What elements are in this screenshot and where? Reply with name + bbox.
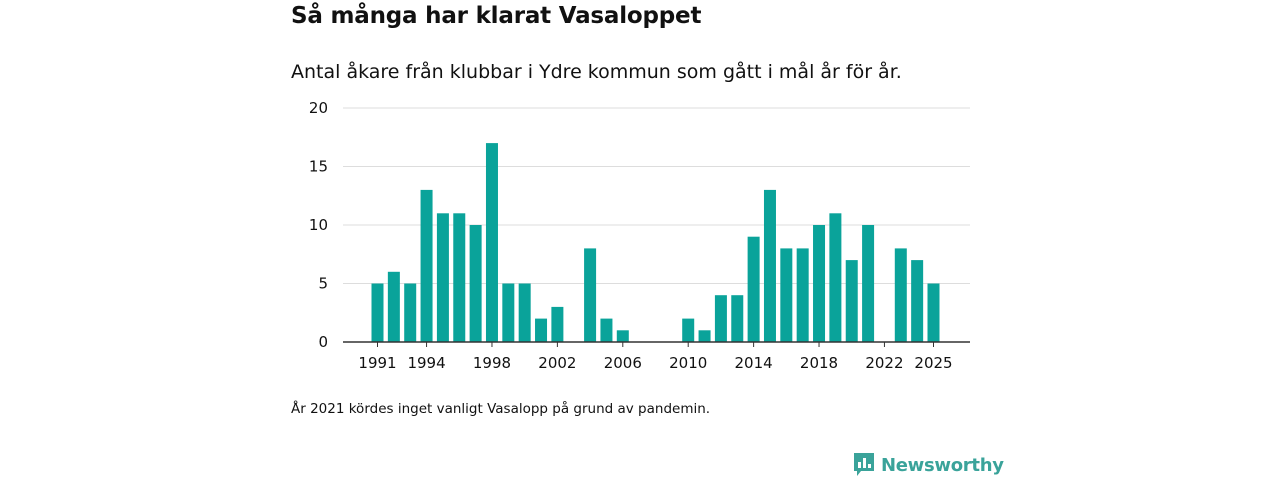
bar-2016 bbox=[780, 248, 793, 342]
x-tick-label-2006: 2006 bbox=[604, 354, 642, 372]
bar-1996 bbox=[453, 213, 466, 342]
bar-1995 bbox=[436, 213, 449, 342]
bar-2001 bbox=[535, 318, 548, 342]
bar-1994 bbox=[420, 189, 433, 342]
bar-2015 bbox=[763, 189, 776, 342]
bar-1997 bbox=[469, 225, 482, 342]
bar-2018 bbox=[813, 225, 826, 342]
brand-logo[interactable]: Newsworthy bbox=[852, 452, 1004, 478]
bar-2000 bbox=[518, 283, 531, 342]
x-tick-label-2025: 2025 bbox=[914, 354, 952, 372]
x-tick-label-2022: 2022 bbox=[865, 354, 903, 372]
x-tick-label-1998: 1998 bbox=[473, 354, 511, 372]
bar-2012 bbox=[714, 295, 727, 342]
bar-1991 bbox=[371, 283, 384, 342]
newsworthy-logo-icon bbox=[854, 453, 874, 476]
x-tick-label-2010: 2010 bbox=[669, 354, 707, 372]
bar-2014 bbox=[747, 236, 760, 342]
bar-2010 bbox=[682, 318, 695, 342]
bar-chart: 0 5 10 15 20 1991 1994 1998 2002 2006 2010 2014 2018… bbox=[309, 99, 970, 372]
y-tick-label-0: 0 bbox=[318, 333, 328, 351]
bar-2021 bbox=[862, 225, 875, 342]
bar-1999 bbox=[502, 283, 515, 342]
bar-2011 bbox=[698, 330, 711, 342]
bar-2024 bbox=[911, 260, 924, 342]
x-tick-label-2014: 2014 bbox=[735, 354, 773, 372]
x-tick-label-2002: 2002 bbox=[538, 354, 576, 372]
y-tick-label-20: 20 bbox=[309, 99, 328, 117]
x-tick-label-2018: 2018 bbox=[800, 354, 838, 372]
bar-1992 bbox=[387, 271, 400, 342]
chart-title: Så många har klarat Vasaloppet bbox=[291, 3, 702, 29]
bar-1993 bbox=[404, 283, 417, 342]
bar-2013 bbox=[731, 295, 744, 342]
bar-2025 bbox=[927, 283, 940, 342]
bar-2004 bbox=[584, 248, 597, 342]
x-tick-label-1994: 1994 bbox=[407, 354, 445, 372]
y-tick-label-5: 5 bbox=[318, 275, 328, 293]
bar-1998 bbox=[485, 143, 498, 342]
footnote: År 2021 kördes inget vanligt Vasalopp på… bbox=[291, 401, 711, 417]
chart-subtitle: Antal åkare från klubbar i Ydre kommun s… bbox=[291, 61, 902, 83]
bar-2006 bbox=[616, 330, 629, 342]
y-tick-label-10: 10 bbox=[309, 216, 328, 234]
brand-name: Newsworthy bbox=[881, 454, 1004, 476]
x-tick-label-1991: 1991 bbox=[358, 354, 396, 372]
bar-2019 bbox=[829, 213, 842, 342]
bar-2020 bbox=[845, 260, 858, 342]
bar-2005 bbox=[600, 318, 613, 342]
bar-2002 bbox=[551, 306, 564, 342]
y-tick-label-15: 15 bbox=[309, 158, 328, 176]
bar-2023 bbox=[894, 248, 907, 342]
bar-2017 bbox=[796, 248, 809, 342]
